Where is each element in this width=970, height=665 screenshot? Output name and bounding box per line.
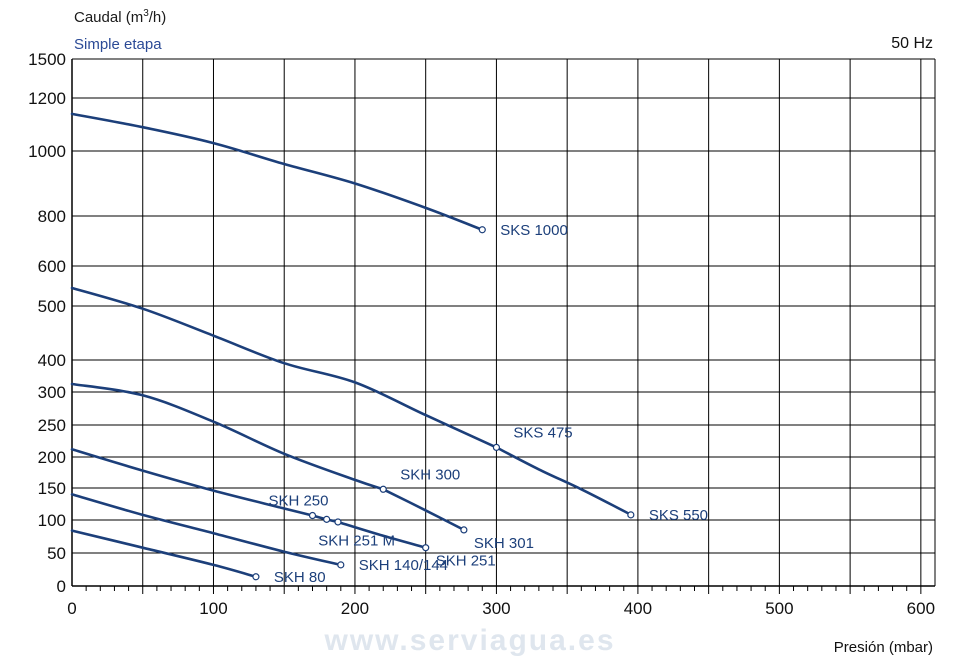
series-line-skh-80 xyxy=(70,529,258,579)
x-tick-label: 0 xyxy=(67,599,76,618)
y-tick-label: 150 xyxy=(38,479,66,498)
series-marker-skh-250 xyxy=(308,511,317,520)
y-tick-label: 50 xyxy=(47,544,66,563)
y-axis-label: Caudal (m3/h) xyxy=(74,8,166,26)
series-label-skh-250: SKH 250 xyxy=(268,493,328,510)
x-axis-label: Presión (mbar) xyxy=(834,639,933,656)
series-line-skh-250 xyxy=(70,448,314,517)
series-marker-skh-80 xyxy=(252,573,260,581)
series-line-sks-550 xyxy=(495,446,633,517)
series-label-sks-1000: SKS 1000 xyxy=(500,222,568,239)
y-tick-label: 1500 xyxy=(28,50,66,69)
x-tick-label: 600 xyxy=(907,599,935,618)
series-marker-sks-550 xyxy=(627,511,635,519)
y-tick-label: 1000 xyxy=(28,142,66,161)
series-lines xyxy=(70,112,633,579)
series-label-sks-550: SKS 550 xyxy=(649,507,708,524)
series-label-skh-80: SKH 80 xyxy=(274,569,326,586)
series-line-sks-475 xyxy=(70,286,498,449)
series-label-skh-251: SKH 251 xyxy=(436,553,496,570)
series-marker-skh-251-m xyxy=(334,518,342,526)
series-line-skh-251 xyxy=(336,520,427,549)
y-tick-label: 200 xyxy=(38,448,66,467)
y-axis-label-superscript: 3 xyxy=(143,8,149,19)
x-tick-label: 200 xyxy=(341,599,369,618)
x-tick-label: 300 xyxy=(482,599,510,618)
y-tick-label: 800 xyxy=(38,207,66,226)
x-tick-label: 400 xyxy=(624,599,652,618)
series-marker-skh-300 xyxy=(379,485,387,493)
watermark: www.serviagua.es xyxy=(323,624,615,657)
y-tick-label: 600 xyxy=(38,257,66,276)
y-tick-label: 1200 xyxy=(28,89,66,108)
y-tick-label: 500 xyxy=(38,297,66,316)
series-label-skh-251-m: SKH 251 M xyxy=(318,532,395,549)
series-line-skh-140-144 xyxy=(70,493,343,567)
tick-labels: 0501001502002503004005006008001000120015… xyxy=(28,50,935,618)
y-tick-label: 250 xyxy=(38,416,66,435)
y-tick-label: 400 xyxy=(38,351,66,370)
chart-subtitle: Simple etapa xyxy=(74,36,162,53)
frequency-label: 50 Hz xyxy=(891,35,933,52)
series-marker-sks-475 xyxy=(492,443,501,451)
series-label-skh-301: SKH 301 xyxy=(474,535,534,552)
series-label-sks-475: SKS 475 xyxy=(513,424,572,441)
series-line-skh-301 xyxy=(381,488,466,532)
series-markers xyxy=(252,226,635,581)
grid xyxy=(72,58,935,586)
x-tick-label: 100 xyxy=(199,599,227,618)
series-label-skh-140-144: SKH 140/144 xyxy=(359,557,448,574)
x-tick-label: 500 xyxy=(765,599,793,618)
y-tick-label: 300 xyxy=(38,383,66,402)
y-tick-label: 0 xyxy=(57,577,66,596)
series-marker-skh-140-144 xyxy=(337,561,345,569)
series-marker-skh-251-m xyxy=(323,515,331,523)
series-line-skh-300 xyxy=(70,382,385,491)
y-tick-label: 100 xyxy=(38,511,66,530)
series-marker-skh-301 xyxy=(460,526,468,534)
y-axis-label-prefix: Caudal (m xyxy=(74,9,143,26)
series-marker-sks-1000 xyxy=(478,226,486,234)
axes xyxy=(71,59,936,594)
y-axis-label-suffix: /h) xyxy=(149,9,167,26)
series-label-skh-300: SKH 300 xyxy=(400,466,460,483)
series-marker-skh-251 xyxy=(422,544,430,552)
series-line-sks-1000 xyxy=(70,112,484,232)
